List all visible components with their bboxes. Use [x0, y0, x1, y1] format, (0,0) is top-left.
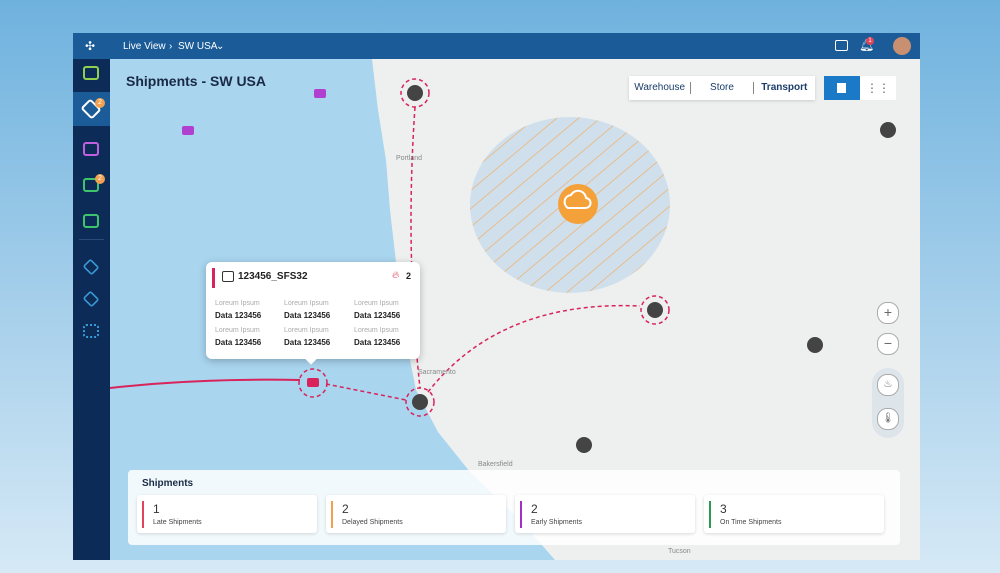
heat-layer[interactable]: ♨ [877, 374, 899, 396]
map-icon [837, 83, 846, 93]
summary-card[interactable]: 2 Early Shipments [515, 495, 695, 533]
temperature-layer[interactable]: 🌡︎ [877, 408, 899, 430]
nav-shipments[interactable]: 2 [73, 92, 110, 126]
card-label: Early Shipments [531, 519, 582, 526]
field: Loreum Ipsum Data 123456 [354, 327, 401, 347]
notification-badge: 1 [866, 37, 874, 45]
field: Loreum Ipsum Data 123456 [284, 300, 331, 320]
route-solid [110, 378, 301, 389]
zoom-out[interactable]: − [877, 333, 899, 355]
marker-ring [400, 78, 430, 108]
marker-ring [405, 387, 435, 417]
divider [79, 239, 104, 240]
app-frame: Portland Sacramento Bakersfield Tucson ✣… [73, 33, 920, 560]
page-title: Shipments - SW USA [126, 73, 267, 89]
toggle-option[interactable]: Store [691, 82, 754, 94]
card-accent [142, 501, 144, 528]
layer-controls: ♨ 🌡︎ [872, 368, 904, 438]
warehouse-marker [407, 85, 423, 101]
badge: 2 [95, 98, 105, 108]
view-toggle: Warehouse Store Transport [629, 76, 815, 100]
storm-icon [558, 184, 598, 224]
nav-layers-2[interactable] [73, 285, 110, 313]
nav-layers[interactable] [73, 253, 110, 281]
warehouse-marker [412, 394, 428, 410]
card-label: On Time Shipments [720, 519, 782, 526]
warehouse-marker [807, 337, 823, 353]
shipment-id: 123456_SFS32 [238, 271, 308, 282]
ship-icon [222, 271, 234, 282]
marker-ring [640, 295, 670, 325]
nav-reports[interactable] [73, 135, 110, 163]
map-view-button[interactable] [824, 76, 860, 100]
separator: › [169, 41, 173, 52]
warehouse-marker [576, 437, 592, 453]
card-label: Late Shipments [153, 519, 202, 526]
marker-ring [298, 368, 328, 398]
zoom-in[interactable]: + [877, 302, 899, 324]
grid-view-button[interactable]: ⋮⋮ [860, 76, 896, 100]
sidebar: 2 2 [73, 59, 110, 560]
summary-card[interactable]: 3 On Time Shipments [704, 495, 884, 533]
card-accent [709, 501, 711, 528]
accent [212, 268, 215, 288]
alert-icon: 🔥︎ [392, 270, 400, 281]
avatar[interactable] [893, 37, 911, 55]
field: Loreum Ipsum Data 123456 [284, 327, 331, 347]
alert-count: 2 [406, 271, 412, 281]
breadcrumb[interactable]: SW USA [178, 41, 218, 52]
logo: ✣ [85, 39, 96, 53]
city-label: Bakersfield [478, 461, 513, 468]
card-accent [520, 501, 522, 528]
field: Loreum Ipsum Data 123456 [354, 300, 401, 320]
summary-title: Shipments [142, 478, 194, 489]
card-accent [331, 501, 333, 528]
card-label: Delayed Shipments [342, 519, 403, 526]
nav-stock[interactable] [73, 207, 110, 235]
summary-card[interactable]: 1 Late Shipments [137, 495, 317, 533]
toggle-option[interactable]: Transport [761, 82, 808, 93]
breadcrumb[interactable]: Live View [123, 41, 166, 52]
card-count: 2 [342, 502, 349, 516]
card-count: 3 [720, 502, 727, 516]
nav-home[interactable] [73, 59, 110, 87]
field: Loreum Ipsum Data 123456 [215, 300, 262, 320]
top-bar: ✣ Live View › SW USA ⌄ 🔔︎ 1 [73, 33, 920, 59]
city-label: Sacramento [418, 369, 456, 376]
storm-cloud [563, 189, 592, 209]
warehouse-marker [647, 302, 663, 318]
ship-marker [307, 378, 319, 387]
city-label: Portland [396, 155, 422, 162]
ship-marker [314, 89, 326, 98]
warehouse-marker [880, 122, 896, 138]
field: Loreum Ipsum Data 123456 [215, 327, 262, 347]
dropdown-caret[interactable]: ⌄ [216, 41, 225, 52]
route [427, 304, 641, 393]
chat-icon[interactable] [835, 40, 848, 51]
summary-panel: Shipments 1 Late Shipments 2 Delayed Shipme… [128, 470, 900, 545]
toggle-option[interactable]: Warehouse [629, 82, 692, 94]
city-label: Tucson [668, 548, 691, 555]
summary-card[interactable]: 2 Delayed Shipments [326, 495, 506, 533]
nav-inventory[interactable]: 2 [73, 171, 110, 199]
shipment-popup: 123456_SFS32 🔥︎ 2 Loreum Ipsum Data 12345… [206, 262, 420, 365]
card-count: 2 [531, 502, 538, 516]
card-count: 1 [153, 502, 160, 516]
nav-apps[interactable] [73, 317, 110, 345]
badge: 2 [95, 174, 105, 184]
ship-marker [182, 126, 194, 135]
